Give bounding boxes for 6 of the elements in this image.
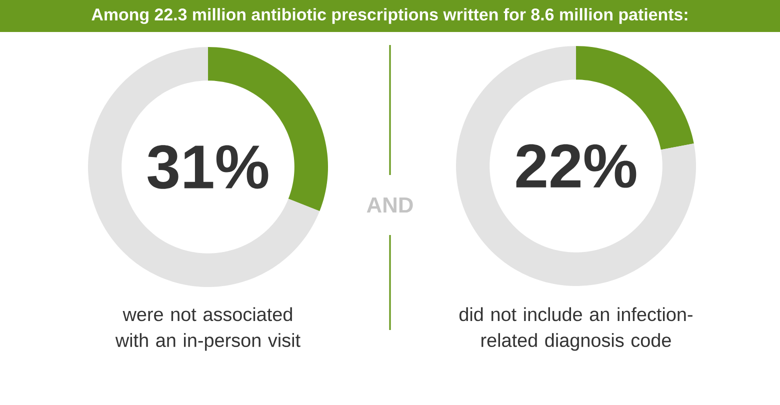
text: AND — [366, 197, 413, 213]
text: 31% — [148, 145, 268, 189]
text: 22% — [516, 144, 636, 188]
text: were not associated with an in-person visit — [115, 307, 300, 351]
text: did not include an infection-related diagnosis code — [459, 307, 692, 351]
text: Among 22.3 million antibiotic prescriptions written for 8.6 million patients: — [92, 8, 688, 24]
